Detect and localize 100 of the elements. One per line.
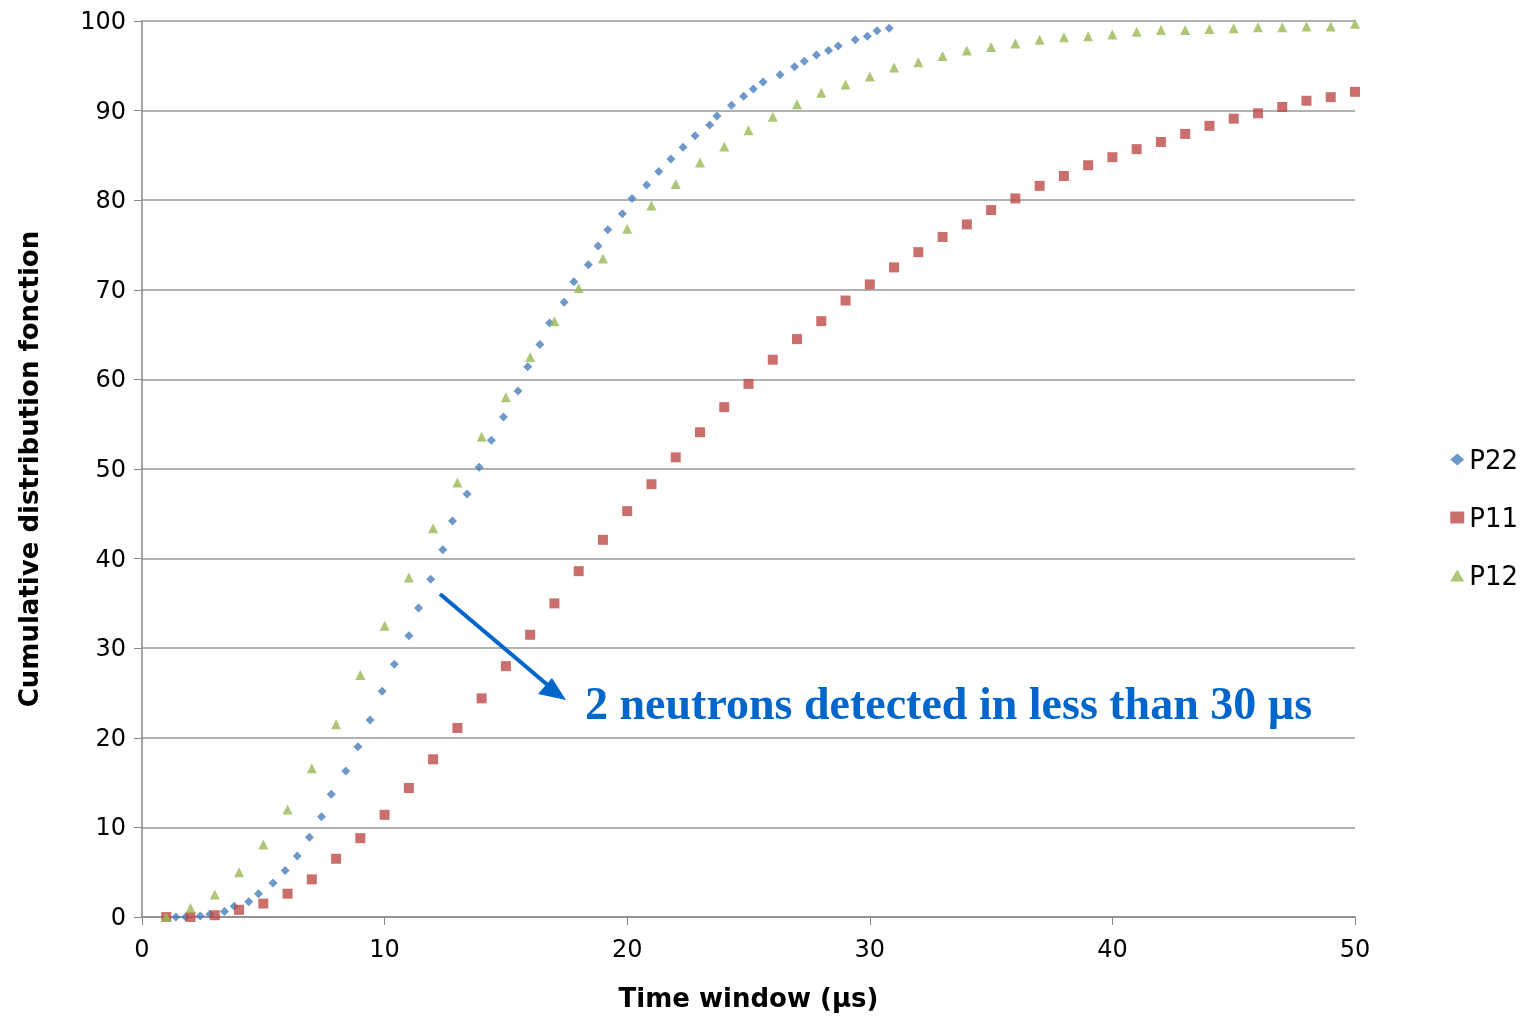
point <box>253 889 263 899</box>
point <box>1228 113 1239 124</box>
point <box>646 200 657 211</box>
point <box>864 71 875 82</box>
point <box>811 50 821 60</box>
point <box>1180 24 1191 35</box>
point <box>833 41 843 51</box>
point <box>622 223 633 234</box>
point <box>341 766 351 776</box>
point <box>727 100 737 110</box>
point <box>694 157 705 168</box>
annotation: 2 neutrons detected in less than 30 µs <box>585 677 1313 729</box>
point <box>219 907 229 917</box>
y-tick-label: 30 <box>95 634 126 663</box>
y-tick-label: 40 <box>95 544 126 573</box>
point <box>792 334 803 345</box>
point <box>889 262 900 273</box>
point <box>403 782 414 793</box>
point <box>1277 102 1288 113</box>
point <box>171 912 181 922</box>
point <box>258 898 269 909</box>
point <box>597 534 608 545</box>
point <box>937 50 948 61</box>
point <box>937 231 948 242</box>
point <box>535 339 545 349</box>
point <box>282 888 293 899</box>
point <box>705 120 715 130</box>
point <box>767 111 778 122</box>
point <box>666 154 676 164</box>
point <box>474 462 484 472</box>
point <box>864 279 875 290</box>
point <box>268 878 278 888</box>
point <box>840 79 851 90</box>
y-tick-label: 50 <box>95 455 126 483</box>
point <box>1252 108 1263 119</box>
point <box>331 719 342 730</box>
point <box>209 910 220 921</box>
point <box>1301 95 1312 106</box>
point <box>694 427 705 438</box>
point <box>452 477 463 488</box>
point <box>767 354 778 365</box>
point <box>1010 38 1021 49</box>
y-axis-title: Cumulative distribution fonction <box>14 230 44 708</box>
point <box>195 911 205 921</box>
point <box>627 193 637 203</box>
point <box>404 631 414 641</box>
point <box>1034 180 1045 191</box>
point <box>1350 86 1360 97</box>
point <box>850 35 860 45</box>
point <box>1228 23 1239 34</box>
point <box>209 889 220 900</box>
point <box>304 832 314 842</box>
point <box>1107 29 1118 40</box>
x-tick-label: 20 <box>611 935 643 963</box>
point <box>1058 171 1069 182</box>
point <box>1083 31 1094 42</box>
point <box>331 853 342 864</box>
point <box>743 378 754 389</box>
point <box>1107 152 1118 163</box>
point <box>646 479 657 490</box>
point <box>282 804 293 815</box>
point <box>913 247 924 258</box>
point <box>1252 22 1263 33</box>
point <box>317 812 327 822</box>
y-tick-label: 20 <box>95 723 126 752</box>
point <box>670 179 681 190</box>
point <box>1131 26 1142 37</box>
y-tick-label: 100 <box>80 7 126 35</box>
point <box>1155 24 1166 35</box>
point <box>961 45 972 56</box>
point <box>792 99 803 110</box>
point <box>1301 21 1312 32</box>
point <box>476 693 487 704</box>
point <box>403 572 414 583</box>
point <box>428 754 439 765</box>
point <box>258 839 269 850</box>
point <box>1058 32 1069 43</box>
point <box>642 180 652 190</box>
point <box>428 523 439 534</box>
point <box>438 545 448 555</box>
x-tick-label: 30 <box>854 935 886 963</box>
x-tick-label: 40 <box>1097 935 1128 963</box>
y-tick-label: 0 <box>110 903 126 931</box>
point <box>462 489 472 499</box>
point <box>414 603 424 613</box>
point <box>1083 160 1094 171</box>
point <box>355 833 366 844</box>
point <box>889 62 900 73</box>
y-tick-label: 70 <box>95 275 126 304</box>
point <box>622 506 633 517</box>
point <box>476 431 487 442</box>
point <box>816 87 827 98</box>
point <box>244 897 254 907</box>
point <box>353 742 363 752</box>
point <box>824 46 834 56</box>
point <box>280 865 290 875</box>
point <box>1010 193 1021 204</box>
point <box>523 362 533 372</box>
point <box>597 253 608 264</box>
y-tick-label: 80 <box>95 186 126 215</box>
